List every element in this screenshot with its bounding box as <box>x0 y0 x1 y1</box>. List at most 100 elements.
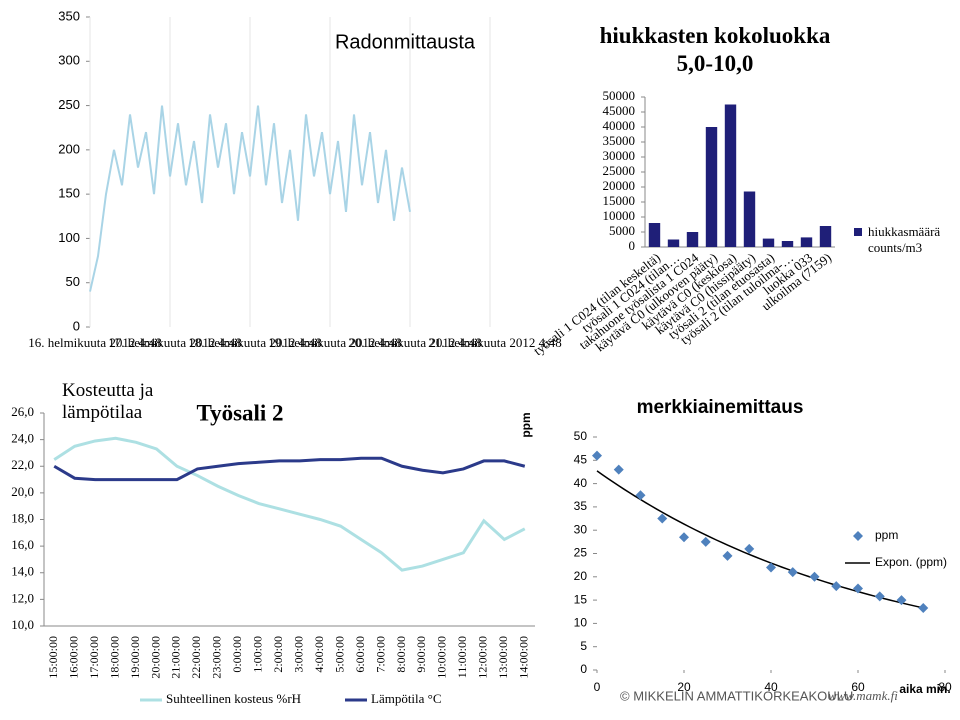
x-tick-label: 14:00:00 <box>517 636 531 679</box>
x-tick-label: 11:00:00 <box>455 636 469 678</box>
legend-label: ppm <box>875 528 898 542</box>
x-tick-label: 22:00:00 <box>189 636 203 679</box>
x-tick-label: 19:00:00 <box>128 636 142 679</box>
y-tick-label: 350 <box>58 8 80 23</box>
x-tick-label: 20. helmikuuta 2012 4:48 <box>348 335 482 350</box>
x-tick-label: 2:00:00 <box>271 636 285 673</box>
x-tick-label: 0:00:00 <box>230 636 244 673</box>
x-tick-label: 4:00:00 <box>312 636 326 673</box>
chart-subtitle: Työsali 2 <box>196 400 283 425</box>
scatter-point <box>853 583 863 594</box>
y-tick-label: 10000 <box>603 208 636 223</box>
legend-label: Suhteellinen kosteus %rH <box>166 691 301 706</box>
series-line <box>53 436 526 572</box>
legend-label: Expon. (ppm) <box>875 555 947 569</box>
x-tick-label: 1:00:00 <box>251 636 265 673</box>
y-tick-label: 150 <box>58 186 80 201</box>
legend-swatch <box>853 531 863 541</box>
bar <box>762 238 775 247</box>
y-tick-label: 5000 <box>609 223 635 238</box>
y-tick-label: 100 <box>58 230 80 245</box>
x-tick-label: 15:00:00 <box>46 636 60 679</box>
bar <box>724 104 737 247</box>
bar <box>743 191 756 247</box>
bar <box>819 226 832 247</box>
y-tick-label: 300 <box>58 53 80 68</box>
y-tick-label: 45 <box>574 452 588 466</box>
scatter-point <box>592 450 602 461</box>
legend-label: Lämpötila °C <box>371 691 442 706</box>
x-tick-label: 17:00:00 <box>87 636 101 679</box>
y-tick-label: 30000 <box>603 148 636 163</box>
x-tick-label: 21:00:00 <box>169 636 183 679</box>
y-tick-label: 40000 <box>603 118 636 133</box>
bar <box>667 239 680 247</box>
y-tick-label: 15 <box>574 592 588 606</box>
y-tick-label: 10,0 <box>11 617 34 632</box>
legend-swatch <box>854 228 862 236</box>
x-tick-label: 9:00:00 <box>414 636 428 673</box>
y-tick-label: 0 <box>73 318 80 333</box>
scatter-point <box>722 550 733 561</box>
y-tick-label: 45000 <box>603 103 636 118</box>
scatter-point <box>896 595 907 606</box>
scatter-point <box>787 567 798 578</box>
y-tick-label: 22,0 <box>11 457 34 472</box>
bar <box>648 223 661 247</box>
y-tick-label: 30 <box>574 522 588 536</box>
x-tick-label: 8:00:00 <box>394 636 408 673</box>
x-tick-label: 0 <box>594 680 601 694</box>
y-tick-label: 25000 <box>603 163 636 178</box>
x-tick-label: 16. helmikuuta 2012 4:48 <box>28 335 162 350</box>
bar <box>705 127 718 247</box>
scatter-point <box>700 536 711 547</box>
trendline <box>596 470 924 609</box>
scatter-point <box>679 532 689 543</box>
bar <box>781 241 794 247</box>
y-tick-label: 20,0 <box>11 484 34 499</box>
y-tick-label: 250 <box>58 97 80 112</box>
x-tick-label: 10:00:00 <box>435 636 449 679</box>
x-axis-label: aika min. <box>899 682 950 696</box>
x-tick-label: 16:00:00 <box>66 636 80 679</box>
y-tick-label: 0 <box>580 662 587 676</box>
x-tick-label: 5:00:00 <box>332 636 346 673</box>
y-tick-label: 35000 <box>603 133 636 148</box>
chart-title: Kosteutta ja lämpötilaa <box>62 380 154 423</box>
y-tick-label: 20000 <box>603 178 636 193</box>
y-tick-label: 20 <box>574 569 588 583</box>
y-tick-label: 0 <box>629 238 636 253</box>
scatter-point <box>635 490 646 501</box>
x-tick-label: 7:00:00 <box>373 636 387 673</box>
series-line <box>53 456 526 482</box>
x-tick-label: 17. helmikuuta 2012 4:48 <box>108 335 242 350</box>
x-tick-label: 80 <box>938 680 952 694</box>
series-line <box>89 105 411 292</box>
y-tick-label: 14,0 <box>11 564 34 579</box>
x-tick-label: 13:00:00 <box>496 636 510 679</box>
y-tick-label: 10 <box>574 616 588 630</box>
y-tick-label: 12,0 <box>11 590 34 605</box>
bar <box>800 237 813 247</box>
x-tick-label: 40 <box>764 680 778 694</box>
chart-title: hiukkasten kokoluokka 5,0-10,0 <box>599 23 831 76</box>
scatter-point <box>613 464 624 475</box>
x-tick-label: 23:00:00 <box>210 636 224 679</box>
scatter-point <box>744 543 755 554</box>
x-tick-label: 60 <box>851 680 865 694</box>
bar <box>686 232 699 247</box>
x-tick-label: 12:00:00 <box>476 636 490 679</box>
scatter-point <box>918 603 929 614</box>
scatter-point <box>831 581 842 592</box>
chart-title: Radonmittausta <box>335 31 476 53</box>
y-tick-label: 15000 <box>603 193 636 208</box>
y-tick-label: 50000 <box>603 88 636 103</box>
scatter-point <box>766 562 776 573</box>
footer-organization: © MIKKELIN AMMATTIKORKEAKOULU <box>620 688 853 703</box>
x-tick-label: 21. helmikuuta 2012 4:48 <box>428 335 562 350</box>
x-tick-label: 20 <box>677 680 691 694</box>
y-tick-label: 50 <box>66 274 80 289</box>
y-axis-label: ppm <box>519 412 533 437</box>
